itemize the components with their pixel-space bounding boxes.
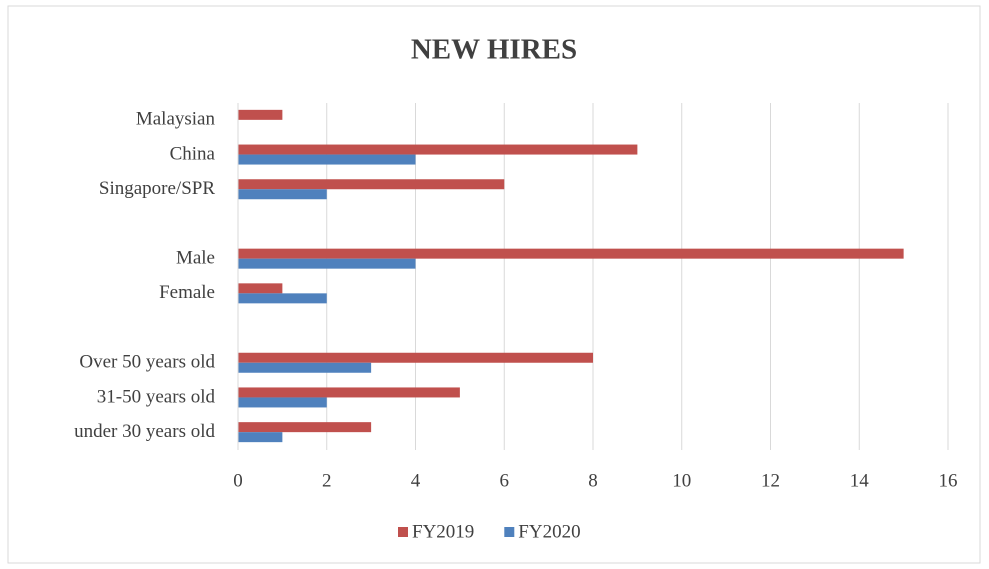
bar (238, 248, 904, 259)
bar (238, 189, 327, 200)
y-tick-label: Over 50 years old (79, 352, 215, 373)
y-tick-label: Singapore/SPR (99, 178, 215, 199)
legend-label: FY2020 (518, 521, 580, 542)
bar (238, 432, 283, 443)
y-tick-label: China (170, 143, 216, 164)
bar (238, 258, 416, 269)
legend-swatch (504, 527, 515, 537)
bar (238, 179, 505, 190)
x-tick-label: 6 (500, 470, 510, 491)
x-tick-label: 12 (761, 470, 780, 491)
chart-title: NEW HIRES (411, 34, 577, 66)
bar (238, 387, 460, 398)
x-tick-label: 10 (672, 470, 691, 491)
chart-border (7, 5, 981, 564)
bar (238, 283, 283, 294)
x-tick-label: 2 (322, 470, 332, 491)
y-tick-label: under 30 years old (74, 421, 215, 442)
x-tick-label: 4 (411, 470, 421, 491)
legend-label: FY2019 (412, 521, 474, 542)
y-tick-label: Malaysian (136, 109, 216, 130)
x-tick-label: 14 (850, 470, 870, 491)
bar (238, 109, 283, 120)
bar (238, 293, 327, 304)
y-tick-label: 31-50 years old (97, 386, 216, 407)
bar (238, 154, 416, 165)
bar (238, 352, 593, 363)
bar (238, 144, 638, 155)
y-tick-label: Male (176, 248, 215, 269)
legend-swatch (398, 527, 408, 537)
bar (238, 362, 372, 373)
y-tick-label: Female (159, 282, 215, 303)
x-tick-label: 0 (233, 470, 243, 491)
bar (238, 397, 327, 408)
x-tick-label: 8 (588, 470, 598, 491)
bar (238, 422, 372, 433)
x-tick-label: 16 (939, 470, 958, 491)
